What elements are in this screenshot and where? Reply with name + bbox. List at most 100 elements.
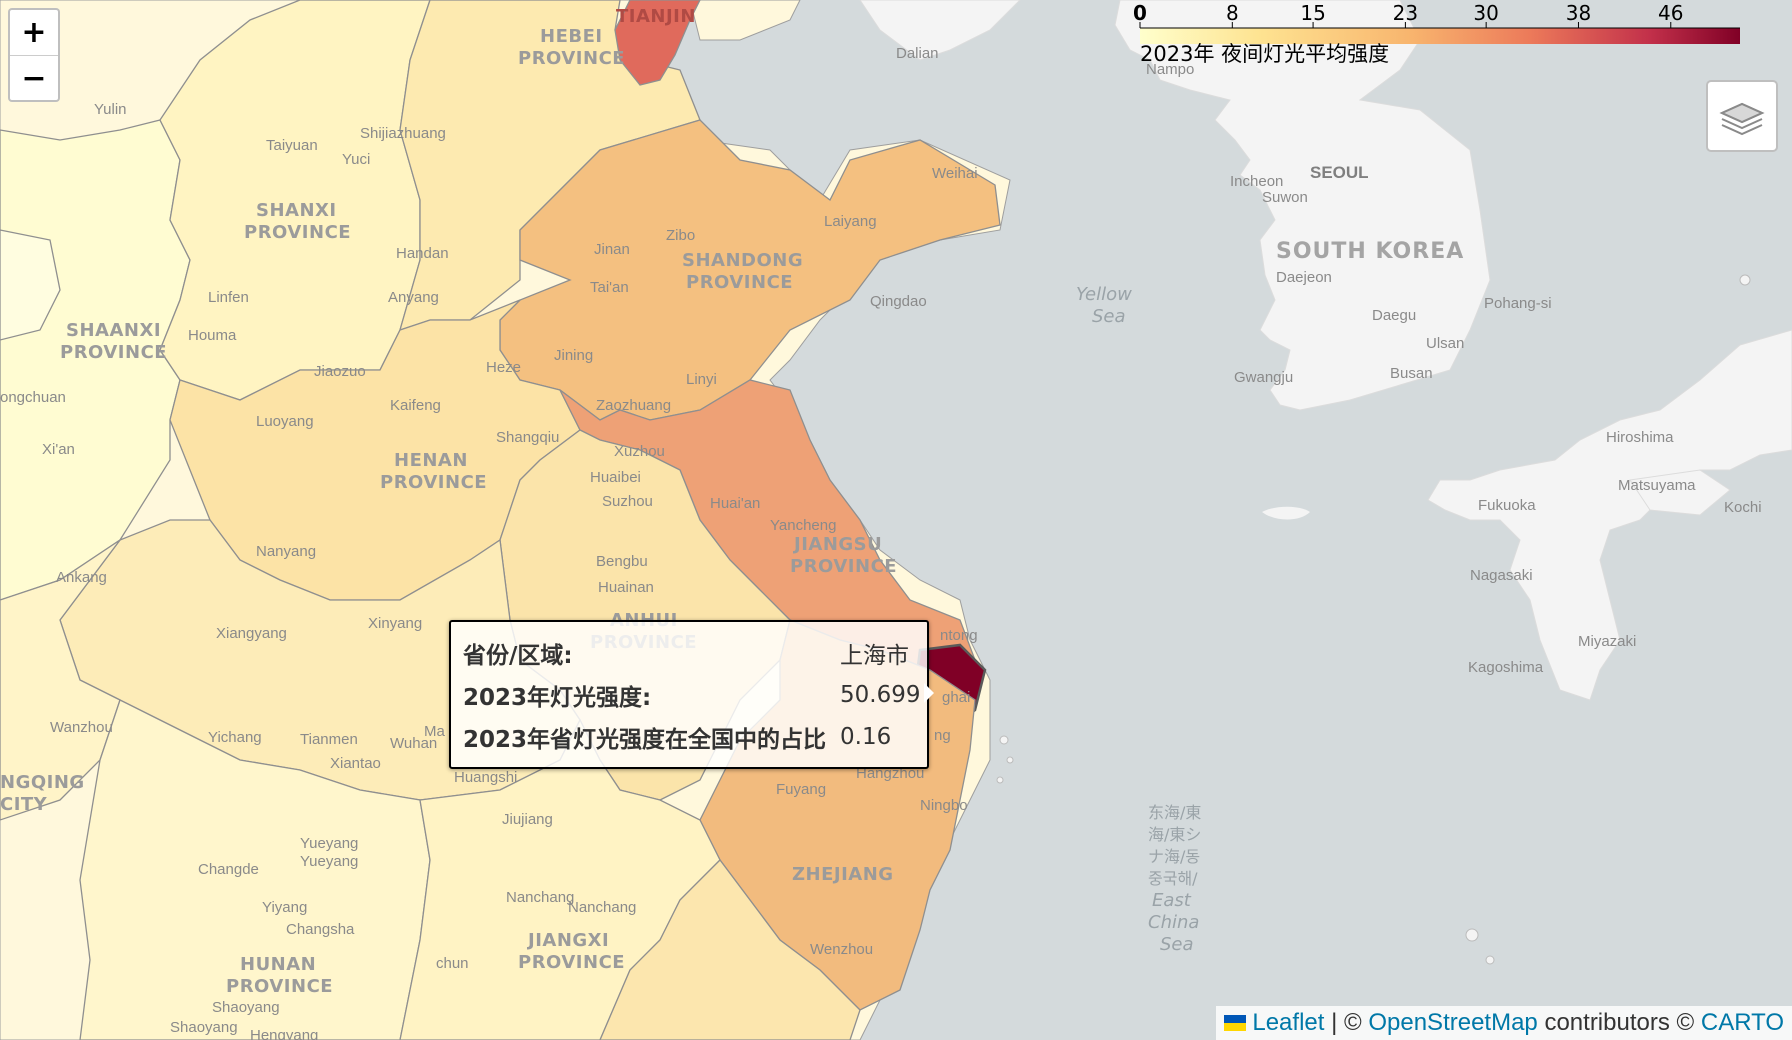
svg-text:Nanchang: Nanchang <box>568 899 636 916</box>
region-tianjin <box>614 0 701 86</box>
svg-text:Wanzhou: Wanzhou <box>50 719 113 736</box>
tooltip-value: 0.16 <box>840 724 892 750</box>
svg-text:Xuzhou: Xuzhou <box>614 443 665 460</box>
svg-text:Yueyang: Yueyang <box>300 853 358 870</box>
svg-text:Heze: Heze <box>486 359 521 376</box>
carto-link[interactable]: CARTO <box>1700 1009 1784 1036</box>
svg-text:PROVINCE: PROVINCE <box>790 556 897 577</box>
svg-text:Qingdao: Qingdao <box>870 293 927 310</box>
svg-text:Suzhou: Suzhou <box>602 493 653 510</box>
svg-text:JIANGXI: JIANGXI <box>526 930 609 951</box>
legend-colorbar <box>1140 28 1740 44</box>
tooltip-key: 省份/区域: <box>463 643 573 669</box>
svg-text:Nagasaki: Nagasaki <box>1470 567 1533 584</box>
tooltip-table: 省份/区域: 上海市 2023年灯光强度: 50.699 2023年省灯光强度在… <box>463 632 921 758</box>
svg-text:Tai'an: Tai'an <box>590 279 629 296</box>
svg-text:Yancheng: Yancheng <box>770 517 836 534</box>
svg-text:Pohang-si: Pohang-si <box>1484 295 1552 312</box>
svg-text:Handan: Handan <box>396 245 449 262</box>
svg-text:Dalian: Dalian <box>896 45 939 62</box>
shikoku <box>1629 469 1731 516</box>
svg-text:ongchuan: ongchuan <box>0 389 66 406</box>
svg-text:SHANDONG: SHANDONG <box>682 250 803 271</box>
svg-text:Kaifeng: Kaifeng <box>390 397 441 414</box>
svg-text:Jiujiang: Jiujiang <box>502 811 553 828</box>
svg-text:chun: chun <box>436 955 469 972</box>
svg-text:Xinyang: Xinyang <box>368 615 422 632</box>
svg-text:PROVINCE: PROVINCE <box>226 976 333 997</box>
svg-text:Fuyang: Fuyang <box>776 781 826 798</box>
svg-text:Sea: Sea <box>1160 934 1194 955</box>
svg-text:Zaozhuang: Zaozhuang <box>596 397 671 414</box>
zoom-in-button[interactable]: + <box>10 10 58 56</box>
tooltip-value: 50.699 <box>840 682 921 708</box>
svg-text:Linfen: Linfen <box>208 289 249 306</box>
svg-text:Zibo: Zibo <box>666 227 695 244</box>
svg-text:Xiantao: Xiantao <box>330 755 381 772</box>
svg-text:NGQING: NGQING <box>0 772 85 793</box>
leaflet-link[interactable]: Leaflet <box>1252 1009 1325 1036</box>
svg-text:PROVINCE: PROVINCE <box>60 342 167 363</box>
svg-text:Suwon: Suwon <box>1262 189 1308 206</box>
svg-text:Yulin: Yulin <box>94 101 127 118</box>
zoom-out-button[interactable]: − <box>21 61 47 96</box>
svg-text:Huai'an: Huai'an <box>710 495 760 512</box>
layers-control[interactable] <box>1706 80 1778 152</box>
svg-text:중국해/: 중국해/ <box>1148 869 1198 888</box>
svg-text:Shijiazhuang: Shijiazhuang <box>360 125 446 142</box>
svg-text:Daegu: Daegu <box>1372 307 1416 324</box>
svg-text:Ningbo: Ningbo <box>920 797 968 814</box>
svg-text:PROVINCE: PROVINCE <box>244 222 351 243</box>
svg-text:Nanyang: Nanyang <box>256 543 316 560</box>
tooltip-row: 2023年省灯光强度在全国中的占比 0.16 <box>463 716 921 758</box>
svg-text:Huangshi: Huangshi <box>454 769 517 786</box>
svg-text:Incheon: Incheon <box>1230 173 1283 190</box>
korea-land <box>1114 0 1491 411</box>
svg-text:Wenzhou: Wenzhou <box>810 941 873 958</box>
svg-text:Luoyang: Luoyang <box>256 413 314 430</box>
svg-text:Shaoyang: Shaoyang <box>212 999 280 1016</box>
region-chongqing <box>0 539 121 821</box>
svg-text:Changde: Changde <box>198 861 259 878</box>
svg-text:东海/東: 东海/東 <box>1148 803 1201 822</box>
svg-text:SOUTH KOREA: SOUTH KOREA <box>1276 239 1464 264</box>
svg-text:Laiyang: Laiyang <box>824 213 877 230</box>
tooltip-row: 2023年灯光强度: 50.699 <box>463 674 921 716</box>
tooltip-row: 省份/区域: 上海市 <box>463 632 921 674</box>
zoom-control: + − <box>8 8 60 102</box>
svg-text:Yichang: Yichang <box>208 729 262 746</box>
svg-text:Busan: Busan <box>1390 365 1433 382</box>
svg-text:Huainan: Huainan <box>598 579 654 596</box>
svg-text:Ankang: Ankang <box>56 569 107 586</box>
svg-text:Hengyang: Hengyang <box>250 1027 318 1040</box>
svg-text:SHANXI: SHANXI <box>256 200 337 221</box>
tooltip-value: 上海市 <box>840 643 910 669</box>
svg-text:ナ海/동: ナ海/동 <box>1148 847 1200 866</box>
svg-text:Kagoshima: Kagoshima <box>1468 659 1544 676</box>
svg-text:Yiyang: Yiyang <box>262 899 307 916</box>
svg-text:Gwangju: Gwangju <box>1234 369 1293 386</box>
svg-text:PROVINCE: PROVINCE <box>518 48 625 69</box>
svg-text:Jiaozuo: Jiaozuo <box>314 363 366 380</box>
legend-tick-label: 0 <box>1134 1 1147 25</box>
legend-tick-label: 15 <box>1300 1 1325 25</box>
osm-link[interactable]: OpenStreetMap <box>1368 1009 1538 1036</box>
svg-text:ng: ng <box>934 727 951 744</box>
svg-text:Wuhan: Wuhan <box>390 735 437 752</box>
svg-text:Fukuoka: Fukuoka <box>1478 497 1536 514</box>
svg-text:Yuci: Yuci <box>342 151 370 168</box>
svg-text:HEBEI: HEBEI <box>540 26 603 47</box>
svg-text:Jining: Jining <box>554 347 593 364</box>
svg-text:Shangqiu: Shangqiu <box>496 429 559 446</box>
attribution-sep: | © <box>1324 1009 1369 1036</box>
svg-text:Yellow: Yellow <box>1076 284 1132 305</box>
tooltip-key: 2023年省灯光强度在全国中的占比 <box>463 727 827 753</box>
region-tooltip: 省份/区域: 上海市 2023年灯光强度: 50.699 2023年省灯光强度在… <box>449 620 929 769</box>
svg-text:Huaibei: Huaibei <box>590 469 641 486</box>
ukraine-flag-icon <box>1224 1015 1247 1031</box>
svg-text:Anyang: Anyang <box>388 289 439 306</box>
svg-text:Changsha: Changsha <box>286 921 355 938</box>
svg-text:Matsuyama: Matsuyama <box>1618 477 1696 494</box>
